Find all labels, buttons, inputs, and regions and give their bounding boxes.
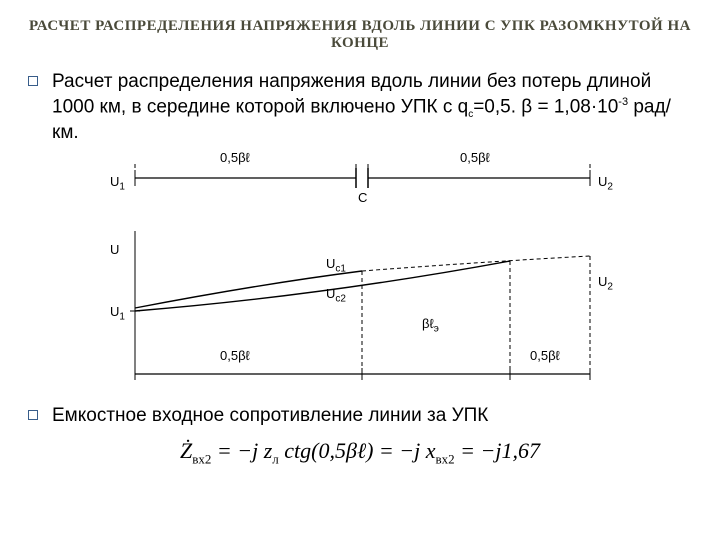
label-u-axis: U xyxy=(110,242,119,257)
bullet-1: Расчет распределения напряжения вдоль ли… xyxy=(28,70,692,146)
square-bullet-icon xyxy=(28,76,38,86)
label-u2-bot: U2 xyxy=(598,274,613,293)
label-halfbeta-tr: 0,5βℓ xyxy=(460,150,490,165)
voltage-diagram: 0,5βℓ 0,5βℓ U1 U2 С U U1 Uс1 Uс2 U2 βℓэ … xyxy=(80,156,640,386)
label-beta-e: βℓэ xyxy=(422,316,439,335)
paragraph-2: Емкостное входное сопротивление линии за… xyxy=(52,404,488,429)
bullet-2: Емкостное входное сопротивление линии за… xyxy=(28,404,692,429)
paragraph-1: Расчет распределения напряжения вдоль ли… xyxy=(52,70,692,146)
label-halfbeta-bl: 0,5βℓ xyxy=(220,348,250,363)
label-uc1: Uс1 xyxy=(326,256,346,275)
label-uc2: Uс2 xyxy=(326,286,346,305)
page-title: РАСЧЕТ РАСПРЕДЕЛЕНИЯ НАПРЯЖЕНИЯ ВДОЛЬ ЛИ… xyxy=(28,18,692,52)
label-u1-top: U1 xyxy=(110,174,125,193)
label-halfbeta-br: 0,5βℓ xyxy=(530,348,560,363)
label-halfbeta-tl: 0,5βℓ xyxy=(220,150,250,165)
square-bullet-icon xyxy=(28,410,38,420)
label-u1-bot: U1 xyxy=(110,304,125,323)
equation: Żвх2 = −j zл ctg(0,5βℓ) = −j xвх2 = −j1,… xyxy=(28,438,692,467)
label-u2-top: U2 xyxy=(598,174,613,193)
label-c: С xyxy=(358,190,367,205)
